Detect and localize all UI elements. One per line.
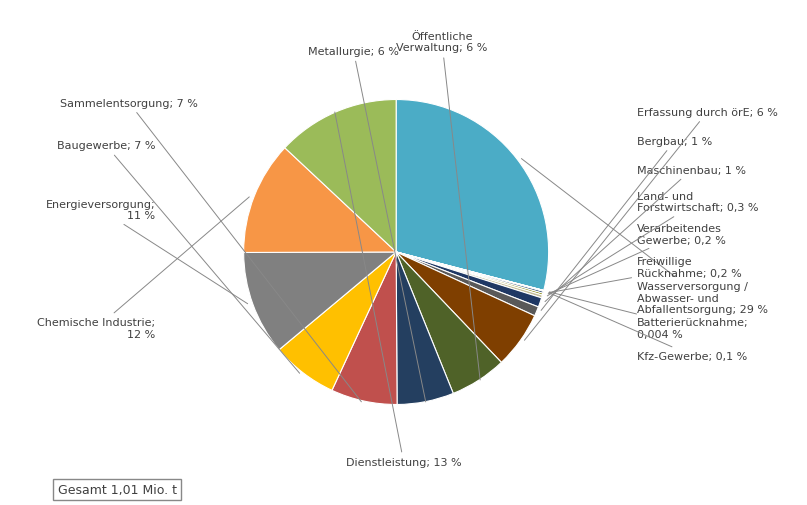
Wedge shape (396, 100, 549, 291)
Wedge shape (332, 252, 397, 405)
Wedge shape (244, 148, 396, 253)
Wedge shape (279, 252, 396, 390)
Wedge shape (396, 252, 544, 292)
Wedge shape (396, 252, 535, 363)
Wedge shape (285, 100, 396, 252)
Wedge shape (396, 252, 543, 294)
Wedge shape (396, 252, 541, 308)
Text: Öffentliche
Verwaltung; 6 %: Öffentliche Verwaltung; 6 % (396, 32, 487, 380)
Wedge shape (396, 252, 544, 291)
Text: Maschinenbau; 1 %: Maschinenbau; 1 % (545, 165, 746, 302)
Text: Chemische Industrie;
12 %: Chemische Industrie; 12 % (37, 197, 249, 339)
Text: Batterierücknahme;
0,004 %: Batterierücknahme; 0,004 % (550, 292, 749, 339)
Wedge shape (396, 252, 542, 298)
Text: Erfassung durch örE; 6 %: Erfassung durch örE; 6 % (525, 108, 778, 340)
Text: Verarbeitendes
Gewerbe; 0,2 %: Verarbeitendes Gewerbe; 0,2 % (548, 223, 726, 294)
Wedge shape (396, 252, 501, 393)
Wedge shape (396, 252, 543, 295)
Text: Baugewerbe; 7 %: Baugewerbe; 7 % (56, 141, 299, 374)
Wedge shape (396, 252, 538, 316)
Wedge shape (244, 252, 396, 350)
Text: Kfz-Gewerbe; 0,1 %: Kfz-Gewerbe; 0,1 % (549, 293, 747, 361)
Text: Energieversorgung;
11 %: Energieversorgung; 11 % (45, 199, 248, 304)
Text: Metallurgie; 6 %: Metallurgie; 6 % (308, 46, 426, 402)
Text: Gesamt 1,01 Mio. t: Gesamt 1,01 Mio. t (57, 483, 177, 496)
Text: Sammelentsorgung; 7 %: Sammelentsorgung; 7 % (60, 98, 362, 402)
Text: Dienstleistung; 13 %: Dienstleistung; 13 % (335, 113, 462, 468)
Text: Land- und
Forstwirtschaft; 0,3 %: Land- und Forstwirtschaft; 0,3 % (547, 191, 759, 296)
Wedge shape (396, 252, 454, 405)
Text: Freiwillige
Rücknahme; 0,2 %: Freiwillige Rücknahme; 0,2 % (549, 257, 742, 293)
Text: Bergbau; 1 %: Bergbau; 1 % (541, 136, 713, 311)
Text: Wasserversorgung /
Abwasser- und
Abfallentsorgung; 29 %: Wasserversorgung / Abwasser- und Abfalle… (521, 159, 768, 315)
